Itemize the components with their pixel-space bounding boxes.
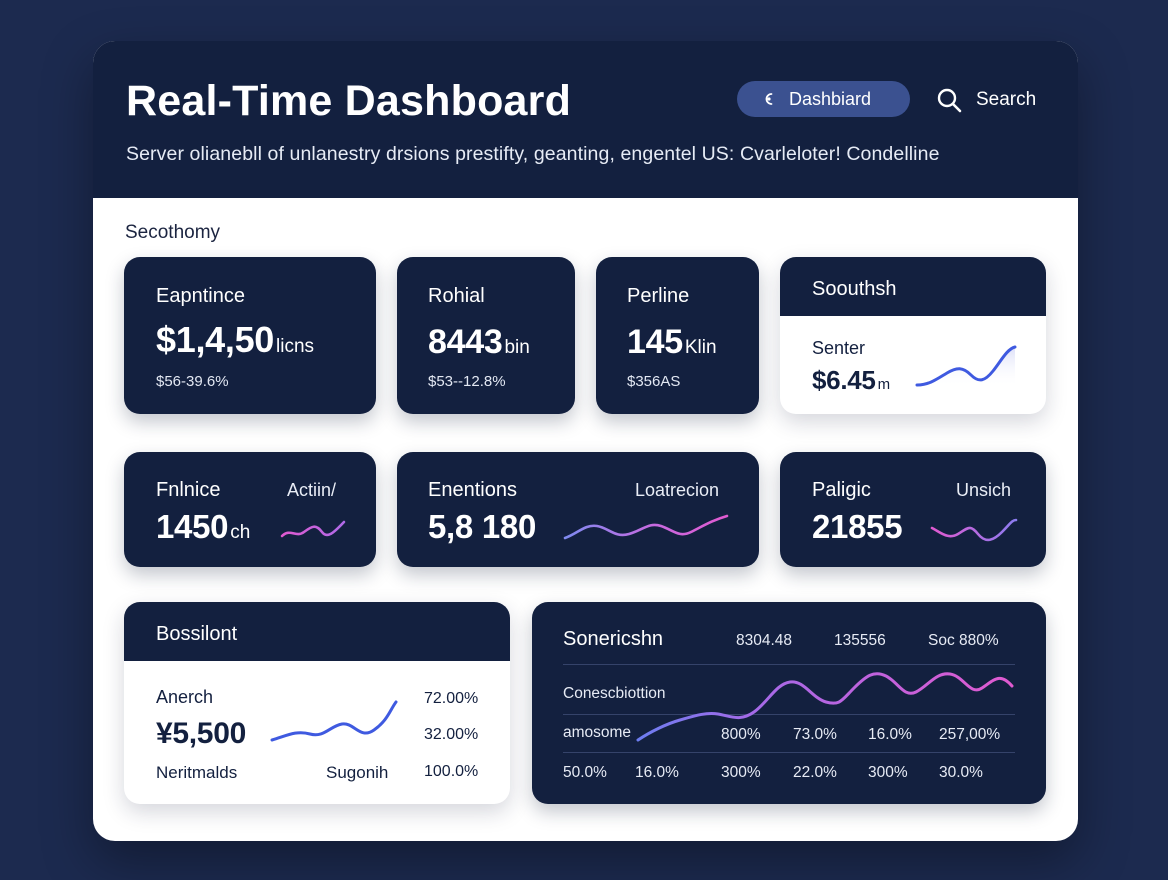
- table-card-sonericshn[interactable]: Sonericshn 8304.48 135556 Soc 880% Cones…: [532, 602, 1046, 804]
- value-unit: bin: [504, 337, 530, 358]
- metric-card-value: 1450 ch: [156, 508, 250, 546]
- metric-card-rohial[interactable]: Rohial 8443 bin $53--12.8%: [397, 257, 575, 414]
- table-cell: 50.0%: [563, 764, 607, 781]
- summary-stat: 72.00%: [424, 690, 479, 707]
- table-cell: 800%: [721, 726, 761, 743]
- page-title: Real-Time Dashboard: [126, 77, 572, 125]
- metric-card-right-label: Loatrecion: [635, 480, 720, 500]
- metric-card-value: 5,8 180: [428, 508, 537, 545]
- table-cell: 257,00%: [939, 726, 1001, 743]
- metric-card-sub: $56-39.6%: [156, 373, 229, 390]
- summary-card-label: Bossilont: [156, 623, 238, 645]
- metric-card-sub: $53--12.8%: [428, 373, 506, 390]
- sparkline-chart: [270, 700, 398, 742]
- metric-card-fnlnice[interactable]: Fnlnice Actiin/ 1450 ch: [124, 452, 376, 567]
- metric-card-inner-label: Senter: [812, 338, 866, 358]
- table-cell: 300%: [721, 764, 761, 781]
- dashboard-nav-label: Dashbiard: [789, 88, 872, 109]
- metric-card-label: Soouthsh: [812, 278, 897, 300]
- value-number: 1450: [156, 508, 229, 545]
- table-cell: 30.0%: [939, 764, 983, 781]
- page-subtitle: Server olianebll of unlanestry drsions p…: [126, 143, 940, 165]
- table-divider: [563, 752, 1015, 753]
- summary-card-value: ¥5,500: [156, 717, 246, 750]
- table-header-cell: 8304.48: [736, 632, 793, 649]
- search-label: Search: [976, 89, 1037, 110]
- table-cell: 16.0%: [868, 726, 912, 743]
- dashboard-header: Real-Time Dashboard Server olianebll of …: [93, 41, 1078, 198]
- metric-card-perline[interactable]: Perline 145 Klin $356AS: [596, 257, 759, 414]
- search-icon: [937, 88, 962, 113]
- summary-stat: 32.00%: [424, 726, 479, 743]
- value-unit: m: [877, 376, 891, 393]
- value-number: 8443: [428, 323, 503, 361]
- table-row-label: amosome: [563, 724, 632, 741]
- metric-card-label: Rohial: [428, 285, 485, 307]
- metric-card-value: 8443 bin: [428, 323, 530, 362]
- table-header-cell: 135556: [834, 632, 886, 649]
- sparkline-chart: [930, 518, 1018, 542]
- summary-card-inner-label: Anerch: [156, 687, 214, 707]
- sparkline-area-chart: [915, 345, 1017, 387]
- dashboard-icon: [765, 93, 773, 105]
- sparkline-chart: [563, 514, 729, 540]
- value-unit: licns: [276, 336, 315, 357]
- metric-card-southsh[interactable]: Soouthsh Senter $6.45 m: [780, 257, 1046, 414]
- section-label: Secothomy: [125, 222, 221, 243]
- table-divider: [563, 664, 1015, 665]
- table-divider: [563, 714, 1015, 715]
- dashboard-nav-button[interactable]: Dashbiard: [737, 81, 910, 117]
- search-button[interactable]: Search: [936, 84, 1036, 116]
- summary-card-bossilont[interactable]: Bossilont Anerch ¥5,500 Neritmalds Sugon…: [124, 602, 510, 804]
- table-cell: 22.0%: [793, 764, 837, 781]
- table-cell: 300%: [868, 764, 908, 781]
- summary-card-footer-mid: Sugonih: [326, 763, 389, 782]
- table-cell: 16.0%: [635, 764, 679, 781]
- metric-card-enentions[interactable]: Enentions Loatrecion 5,8 180: [397, 452, 759, 567]
- table-card-label: Sonericshn: [563, 628, 664, 650]
- wave-line-chart: [636, 672, 1014, 742]
- dashboard-window: Real-Time Dashboard Server olianebll of …: [93, 41, 1078, 841]
- summary-card-footer-left: Neritmalds: [156, 763, 238, 782]
- metric-card-sub: $356AS: [627, 373, 681, 390]
- table-row-label: Conescbiottion: [563, 685, 666, 702]
- metric-card-value: 21855: [812, 508, 903, 545]
- sparkline-chart: [280, 520, 346, 538]
- card-header-band: [780, 257, 1046, 316]
- metric-card-value: $1,4,50 licns: [156, 319, 314, 361]
- metric-card-value: $6.45 m: [812, 365, 890, 396]
- card-header-band: [124, 602, 510, 661]
- value-unit: ch: [230, 522, 251, 543]
- metric-card-label: Enentions: [428, 479, 517, 501]
- table-header-cell: Soc 880%: [928, 632, 999, 649]
- value-number: 145: [627, 323, 683, 361]
- value-number: $6.45: [812, 365, 876, 395]
- metric-card-paligic[interactable]: Paligic Unsich 21855: [780, 452, 1046, 567]
- summary-stat: 100.0%: [424, 763, 479, 780]
- metric-card-right-label: Actiin/: [287, 480, 337, 500]
- metric-card-label: Eapntince: [156, 285, 245, 307]
- metric-card-earnings[interactable]: Eapntince $1,4,50 licns $56-39.6%: [124, 257, 376, 414]
- metric-card-label: Paligic: [812, 479, 871, 501]
- value-unit: Klin: [684, 337, 717, 358]
- metric-card-label: Perline: [627, 285, 690, 307]
- value-number: $1,4,50: [156, 319, 275, 360]
- table-cell: 73.0%: [793, 726, 837, 743]
- metric-card-right-label: Unsich: [956, 480, 1012, 500]
- metric-card-label: Fnlnice: [156, 479, 221, 501]
- metric-card-value: 145 Klin: [627, 323, 717, 362]
